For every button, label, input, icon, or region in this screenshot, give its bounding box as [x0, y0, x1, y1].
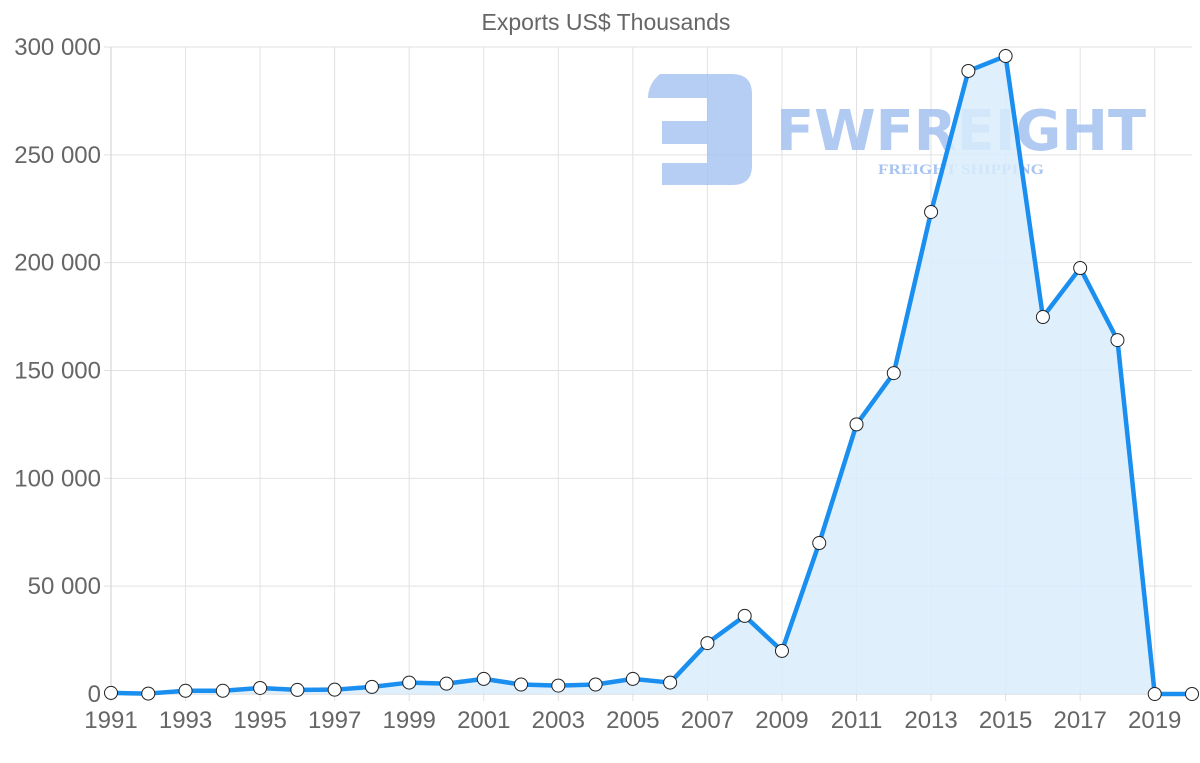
- data-point[interactable]: [998, 49, 1013, 64]
- y-tick-label: 100 000: [14, 465, 101, 492]
- data-point[interactable]: [849, 417, 864, 432]
- y-tick-label: 50 000: [28, 573, 101, 600]
- data-point[interactable]: [476, 671, 491, 686]
- data-point[interactable]: [514, 677, 529, 692]
- fwfreight-watermark: FWFREIGHT FREIGHT SHIPPING: [648, 74, 1146, 185]
- data-point[interactable]: [1073, 261, 1088, 276]
- data-point[interactable]: [812, 536, 827, 551]
- data-point[interactable]: [290, 682, 305, 697]
- data-point[interactable]: [327, 682, 342, 697]
- x-tick-label: 1993: [159, 707, 212, 734]
- data-point[interactable]: [924, 204, 939, 219]
- data-point[interactable]: [588, 677, 603, 692]
- data-point[interactable]: [961, 63, 976, 78]
- y-tick-label: 0: [88, 681, 101, 708]
- series-area-fill: [111, 56, 1192, 695]
- data-point[interactable]: [253, 680, 268, 695]
- data-point[interactable]: [402, 675, 417, 690]
- data-point[interactable]: [215, 683, 230, 698]
- x-tick-label: 2017: [1053, 707, 1106, 734]
- x-tick-label: 1999: [383, 707, 436, 734]
- data-point[interactable]: [625, 671, 640, 686]
- data-point[interactable]: [737, 608, 752, 623]
- data-point[interactable]: [178, 683, 193, 698]
- chart-title: Exports US$ Thousands: [482, 9, 731, 35]
- data-point-markers: [104, 49, 1199, 701]
- data-point[interactable]: [774, 643, 789, 658]
- data-point[interactable]: [663, 675, 678, 690]
- x-axis-ticks: 1991 1993 1995 1997 1999 2001 2003 2005 2007 2009…: [84, 707, 1181, 734]
- x-tick-label: 1991: [84, 707, 137, 734]
- data-point[interactable]: [364, 679, 379, 694]
- data-point[interactable]: [1110, 333, 1125, 348]
- y-tick-label: 150 000: [14, 358, 101, 385]
- data-point[interactable]: [1185, 687, 1199, 701]
- data-point[interactable]: [141, 686, 156, 701]
- data-point[interactable]: [1035, 310, 1050, 325]
- x-tick-label: 1997: [308, 707, 361, 734]
- x-tick-label: 1995: [233, 707, 286, 734]
- y-axis-ticks: 0 50 000 100 000 150 000 200 000 250 000 300 0…: [14, 34, 101, 708]
- y-tick-label: 250 000: [14, 142, 101, 169]
- y-tick-label: 200 000: [14, 250, 101, 277]
- data-point[interactable]: [700, 636, 715, 651]
- x-tick-label: 2005: [606, 707, 659, 734]
- data-point[interactable]: [439, 676, 454, 691]
- x-tick-label: 2015: [979, 707, 1032, 734]
- y-tick-label: 300 000: [14, 34, 101, 61]
- fwfreight-logo-icon: [648, 74, 752, 185]
- x-tick-label: 2011: [831, 707, 883, 734]
- data-point[interactable]: [551, 678, 566, 693]
- data-point[interactable]: [1147, 687, 1162, 701]
- data-point[interactable]: [886, 366, 901, 381]
- x-tick-label: 2003: [532, 707, 585, 734]
- x-tick-label: 2019: [1128, 707, 1181, 734]
- x-tick-label: 2013: [904, 707, 957, 734]
- x-tick-label: 2009: [755, 707, 808, 734]
- x-tick-label: 2007: [681, 707, 734, 734]
- x-tick-label: 2001: [457, 707, 510, 734]
- data-point[interactable]: [104, 685, 118, 700]
